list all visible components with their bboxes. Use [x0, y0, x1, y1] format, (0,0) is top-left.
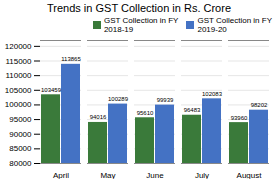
- svg-text:96483: 96483: [184, 107, 201, 113]
- svg-text:115000: 115000: [5, 57, 32, 66]
- svg-text:98202: 98202: [251, 102, 268, 108]
- svg-text:85000: 85000: [9, 144, 32, 153]
- svg-text:113865: 113865: [61, 56, 81, 62]
- svg-text:95610: 95610: [137, 110, 154, 116]
- svg-text:99939: 99939: [157, 97, 174, 103]
- svg-text:100000: 100000: [5, 100, 32, 109]
- svg-text:April: April: [53, 171, 69, 179]
- svg-text:93960: 93960: [231, 115, 248, 121]
- svg-text:110000: 110000: [5, 71, 32, 80]
- svg-text:July: July: [195, 171, 209, 179]
- svg-text:100289: 100289: [108, 96, 129, 102]
- svg-text:95000: 95000: [9, 115, 32, 124]
- svg-text:94016: 94016: [90, 114, 107, 120]
- svg-text:102083: 102083: [202, 91, 223, 97]
- html-text:Trends in GST Collection in Rs: Trends in GST Collection in Rs. Crore: [47, 2, 231, 14]
- html-text:GST Collection in FY 2019-20: GST Collection in FY 2019-20: [197, 16, 272, 34]
- html-text:GST Collection in FY 2018-19: GST Collection in FY 2018-19: [103, 16, 179, 34]
- svg-text:103459: 103459: [41, 87, 62, 93]
- svg-text:90000: 90000: [9, 130, 32, 139]
- svg-text:August: August: [237, 171, 263, 179]
- svg-text:120000: 120000: [5, 42, 32, 51]
- svg-text:80000: 80000: [9, 159, 32, 168]
- svg-text:June: June: [146, 171, 164, 179]
- svg-text:105000: 105000: [5, 86, 32, 95]
- svg-text:May: May: [100, 171, 115, 179]
